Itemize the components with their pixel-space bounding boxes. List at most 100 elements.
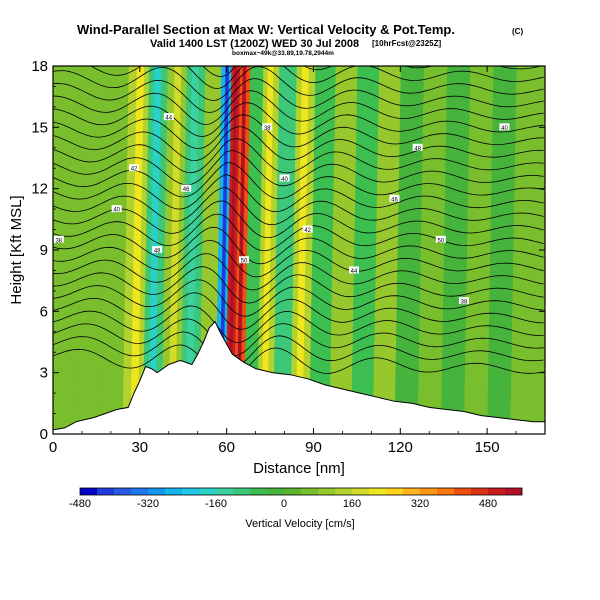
- theta-contour: [53, 126, 544, 162]
- contour-label: 50: [239, 256, 250, 265]
- w-band: [463, 66, 494, 434]
- theta-contour: [53, 253, 544, 291]
- y-tick-label: 9: [40, 242, 48, 259]
- contour-label: 40: [111, 205, 122, 214]
- contour-labels: 38 40 42 44 46 48 50 38 40 42 44 46 48 50 38 40: [53, 113, 510, 306]
- svg-text:46: 46: [391, 197, 398, 203]
- colorbar-swatch: [233, 488, 251, 495]
- colorbar: [79, 487, 523, 496]
- theta-contour: [53, 305, 544, 343]
- theta-contour: [53, 239, 544, 278]
- colorbar-tick-label: 0: [281, 498, 287, 510]
- w-band-core: [168, 66, 182, 434]
- colorbar-ticks: -480 -320 -160 0 160 320 480: [69, 498, 497, 510]
- colorbar-swatch: [284, 488, 302, 495]
- theta-contour: [53, 66, 544, 101]
- theta-contour: [53, 90, 544, 125]
- svg-text:38: 38: [55, 238, 62, 244]
- y-axis-label: Height [Kft MSL]: [8, 195, 25, 304]
- w-band-core: [295, 66, 309, 434]
- theta-contour: [53, 187, 544, 226]
- chart-title: Wind-Parallel Section at Max W: Vertical…: [77, 22, 455, 37]
- svg-text:42: 42: [304, 228, 311, 234]
- colorbar-swatch: [403, 488, 421, 495]
- contour-label: 38: [458, 297, 469, 306]
- colorbar-swatch: [505, 488, 523, 495]
- colorbar-swatch: [267, 488, 285, 495]
- colorbar-swatch: [335, 488, 353, 495]
- theta-contour: [53, 292, 544, 330]
- colorbar-swatch: [420, 488, 438, 495]
- w-band: [372, 66, 401, 434]
- svg-text:50: 50: [437, 238, 444, 244]
- colorbar-tick-label: 320: [411, 498, 429, 510]
- colorbar-tick-label: 160: [343, 498, 361, 510]
- contour-label: 40: [279, 174, 290, 183]
- w-band: [417, 66, 448, 434]
- colorbar-swatch: [97, 488, 115, 495]
- colorbar-swatch: [488, 488, 506, 495]
- x-tick-label: 30: [131, 439, 148, 456]
- colorbar-frame: [79, 487, 523, 496]
- x-axis-label: Distance [nm]: [253, 460, 345, 477]
- w-band: [76, 66, 106, 434]
- w-band: [440, 66, 471, 434]
- svg-text:48: 48: [154, 249, 161, 255]
- contour-label: 42: [129, 164, 140, 173]
- colorbar-tick-label: 480: [479, 498, 497, 510]
- y-tick-label: 12: [31, 181, 48, 198]
- colorbar-swatch: [165, 488, 183, 495]
- x-tick-label: 150: [475, 439, 500, 456]
- w-band: [394, 66, 425, 434]
- chart-subtitle: Valid 1400 LST (1200Z) WED 30 Jul 2008: [150, 38, 359, 50]
- colorbar-tick-label: -160: [205, 498, 227, 510]
- w-band: [55, 66, 83, 434]
- theta-contour: [53, 213, 544, 252]
- y-axis: 0 3 6 9 12 15 18: [31, 58, 545, 443]
- plot-area: 38 40 42 44 46 48 50 38 40 42 44 46 48 50 38 40: [53, 66, 545, 434]
- copyright-mark: (C): [512, 27, 523, 36]
- terrain-mask: [53, 320, 545, 434]
- svg-text:44: 44: [165, 116, 172, 122]
- colorbar-swatch: [301, 488, 319, 495]
- w-band: [329, 66, 358, 434]
- svg-text:40: 40: [501, 126, 508, 132]
- colorbar-swatch: [454, 488, 472, 495]
- y-tick-label: 3: [40, 365, 48, 382]
- colorbar-swatch: [369, 488, 387, 495]
- potential-temperature-contours: [53, 66, 544, 383]
- y-tick-label: 18: [31, 58, 48, 75]
- y-tick-label: 15: [31, 119, 48, 136]
- w-band: [309, 66, 336, 434]
- theta-contour: [53, 200, 544, 238]
- x-tick-label: 120: [388, 439, 413, 456]
- colorbar-swatch: [250, 488, 268, 495]
- w-band: [510, 66, 537, 434]
- contour-label: 48: [152, 246, 163, 255]
- chart-subtitle-2: boxmax~49k@33.89,19.78,2944m: [232, 50, 334, 57]
- svg-text:44: 44: [351, 269, 358, 275]
- x-tick-label: 60: [218, 439, 235, 456]
- svg-text:48: 48: [414, 146, 421, 152]
- theta-contour: [53, 138, 544, 174]
- contour-label: 50: [435, 235, 446, 244]
- y-tick-label: 6: [40, 303, 48, 320]
- contour-label: 46: [181, 184, 192, 193]
- w-band: [244, 66, 264, 434]
- w-band-core: [227, 66, 238, 434]
- theta-contour: [53, 331, 544, 370]
- svg-text:40: 40: [281, 177, 288, 183]
- colorbar-swatch: [216, 488, 234, 495]
- theta-contour: [53, 266, 544, 304]
- colorbar-swatch: [352, 488, 370, 495]
- svg-text:40: 40: [113, 208, 120, 214]
- colorbar-swatch: [199, 488, 217, 495]
- contour-label: 42: [302, 225, 313, 234]
- colorbar-swatch: [148, 488, 166, 495]
- x-tick-label: 90: [305, 439, 322, 456]
- theta-contour: [53, 318, 544, 357]
- contour-label: 44: [348, 266, 359, 275]
- svg-text:42: 42: [131, 167, 138, 173]
- w-band: [487, 66, 517, 434]
- x-tick-label: 0: [49, 439, 57, 456]
